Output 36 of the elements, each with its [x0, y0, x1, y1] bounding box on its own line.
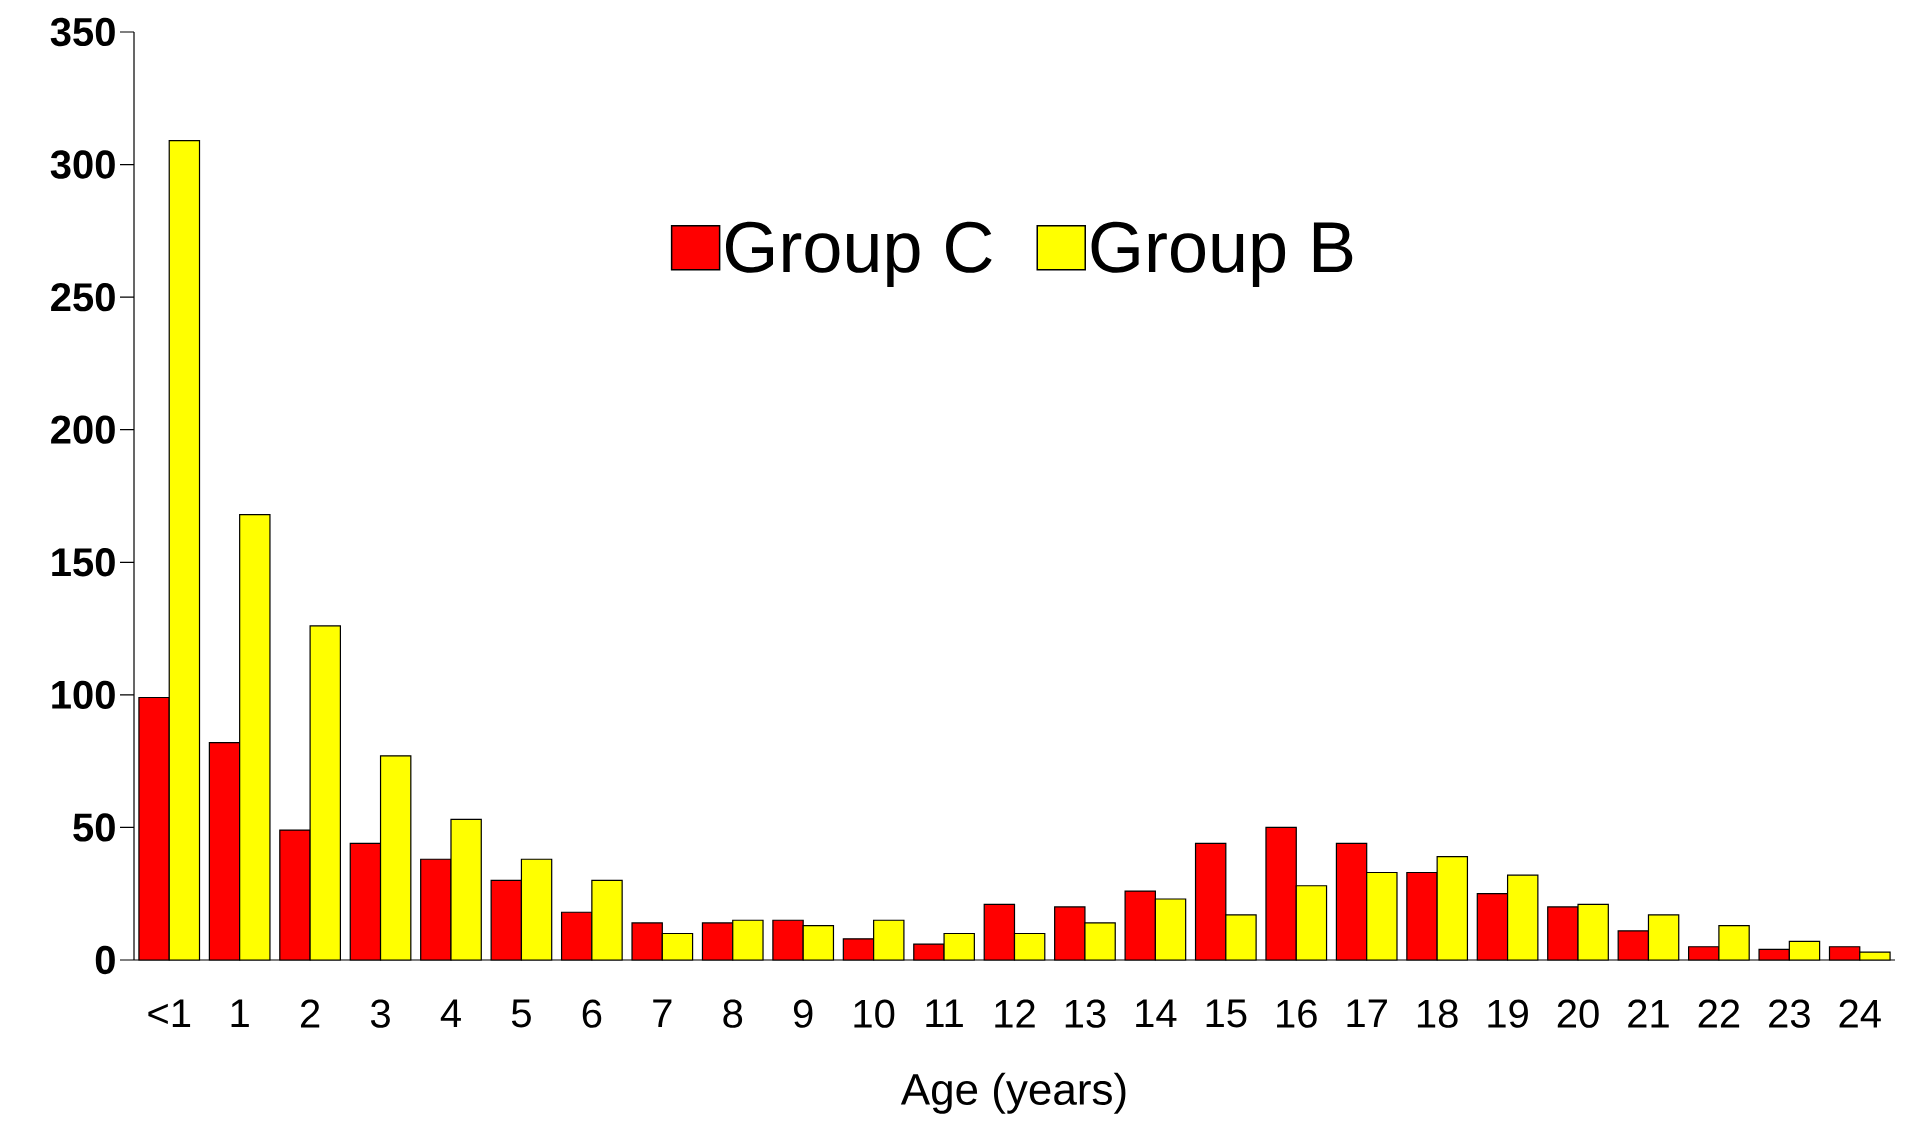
x-tick-label: 17	[1347, 999, 1387, 1028]
x-tick-label: 8	[723, 999, 743, 1028]
x-tick-label: 20	[1557, 999, 1599, 1028]
x-tick-label: 23	[1769, 999, 1810, 1028]
x-tick-label: 7	[653, 999, 672, 1028]
x-tick-label: 14	[1136, 999, 1177, 1028]
x-axis-title: Age (years)	[900, 1072, 1126, 1114]
x-tick-label: <1	[148, 999, 191, 1028]
x-tick-label: 19	[1488, 999, 1528, 1028]
x-tick-label: 5	[511, 999, 531, 1028]
y-tick-label: 300	[50, 150, 115, 179]
x-tick-label: 12	[995, 999, 1035, 1028]
y-tick-label: 250	[51, 282, 115, 312]
x-tick-label: 3	[370, 999, 390, 1028]
x-tick-label: 10	[854, 999, 895, 1028]
x-tick-label: 13	[1065, 999, 1106, 1028]
x-tick-label: 24	[1839, 999, 1881, 1028]
x-tick-label: 18	[1417, 999, 1458, 1028]
x-tick-label: 11	[926, 999, 963, 1028]
x-tick-label: 4	[440, 999, 461, 1028]
legend-label: Group B	[1091, 221, 1353, 288]
x-tick-label: 15	[1206, 999, 1247, 1028]
x-tick-label: 2	[300, 999, 320, 1028]
y-tick-label: 0	[95, 945, 115, 975]
y-tick-label: 50	[73, 813, 115, 842]
x-tick-label: 22	[1698, 999, 1740, 1028]
legend-label: Group C	[726, 221, 992, 288]
x-tick-label: 21	[1628, 999, 1669, 1028]
x-tick-label: 9	[793, 999, 813, 1028]
x-tick-label: 1	[231, 999, 249, 1028]
y-tick-label: 200	[51, 415, 115, 444]
y-tick-label: 350	[50, 17, 115, 47]
y-tick-label: 100	[52, 680, 115, 710]
x-tick-label: 6	[582, 999, 602, 1028]
y-tick-label: 150	[52, 548, 115, 577]
x-tick-label: 16	[1277, 999, 1317, 1028]
